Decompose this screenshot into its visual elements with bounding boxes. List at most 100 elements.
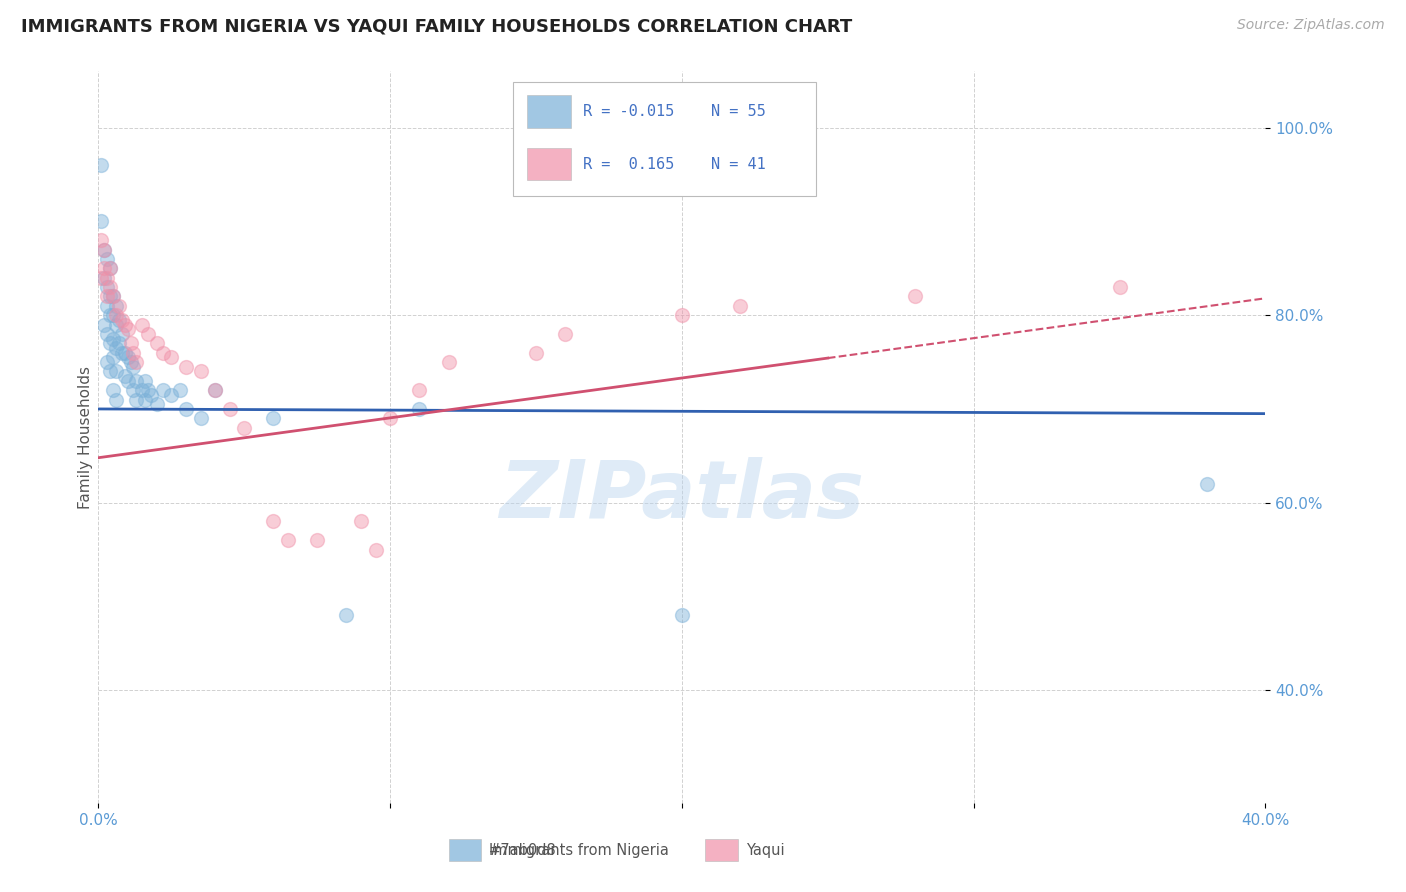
Point (146, 336, 169, 351)
Point (122, 345, 145, 359)
Point (101, 289, 124, 303)
Point (98, 261, 121, 276)
Point (96, 252, 118, 266)
Point (101, 351, 124, 365)
Text: R = -0.015: R = -0.015 (582, 104, 673, 120)
Y-axis label: Family Households: Family Households (77, 366, 93, 508)
Point (125, 374, 148, 388)
Point (335, 608, 357, 623)
Point (134, 392, 156, 407)
Point (98, 308, 121, 322)
Point (136, 383, 159, 397)
Text: IMMIGRANTS FROM NIGERIA VS YAQUI FAMILY HOUSEHOLDS CORRELATION CHART: IMMIGRANTS FROM NIGERIA VS YAQUI FAMILY … (21, 18, 852, 36)
Point (98, 364, 121, 378)
FancyBboxPatch shape (527, 95, 571, 128)
Point (204, 383, 226, 397)
Point (90, 270, 112, 285)
Text: ZIPatlas: ZIPatlas (499, 457, 865, 534)
Point (350, 515, 373, 529)
Point (174, 359, 197, 374)
Point (104, 392, 127, 407)
FancyBboxPatch shape (706, 839, 738, 862)
Point (730, 299, 752, 313)
Point (111, 345, 134, 359)
Point (437, 355, 460, 369)
Point (120, 336, 142, 351)
FancyBboxPatch shape (513, 82, 815, 195)
Point (233, 420, 256, 434)
Point (98, 261, 121, 276)
Point (190, 411, 212, 425)
Point (1108, 280, 1130, 294)
Point (174, 401, 197, 416)
Point (90, 158, 112, 172)
Point (160, 388, 183, 402)
Point (93, 261, 115, 276)
Point (1195, 477, 1218, 491)
Point (96, 355, 118, 369)
Point (136, 326, 159, 341)
Point (98, 280, 121, 294)
Point (524, 345, 547, 359)
Point (380, 411, 402, 425)
Point (114, 318, 136, 332)
Point (125, 392, 148, 407)
Point (96, 270, 118, 285)
Point (262, 515, 284, 529)
Point (218, 401, 240, 416)
Point (160, 351, 183, 365)
Point (96, 289, 118, 303)
Point (169, 383, 191, 397)
Point (101, 308, 124, 322)
Point (96, 299, 118, 313)
Point (96, 280, 118, 294)
Point (104, 364, 127, 378)
Text: R =  0.165: R = 0.165 (582, 157, 673, 172)
Point (108, 299, 131, 313)
Text: N = 55: N = 55 (711, 104, 766, 120)
Point (131, 318, 153, 332)
Point (139, 388, 162, 402)
FancyBboxPatch shape (527, 148, 571, 180)
Point (408, 401, 430, 416)
Point (101, 383, 124, 397)
Point (104, 341, 127, 355)
Point (104, 299, 127, 313)
Point (120, 355, 142, 369)
Point (152, 345, 174, 359)
Point (134, 374, 156, 388)
Point (364, 542, 387, 557)
Point (277, 533, 299, 548)
Point (131, 383, 153, 397)
Point (101, 289, 124, 303)
Point (904, 289, 927, 303)
Point (146, 397, 169, 411)
Text: Source: ZipAtlas.com: Source: ZipAtlas.com (1237, 18, 1385, 32)
Point (93, 243, 115, 257)
Point (96, 326, 118, 341)
Point (93, 270, 115, 285)
Point (111, 313, 134, 327)
Point (671, 308, 693, 322)
Point (117, 374, 139, 388)
Point (90, 233, 112, 247)
Point (117, 351, 139, 365)
Point (90, 214, 112, 228)
Point (114, 369, 136, 384)
FancyBboxPatch shape (449, 839, 481, 862)
Point (408, 383, 430, 397)
Point (104, 308, 127, 322)
Point (190, 364, 212, 378)
Text: N = 41: N = 41 (711, 157, 766, 172)
Point (111, 326, 134, 341)
Point (204, 383, 226, 397)
Point (101, 332, 124, 346)
Point (125, 355, 148, 369)
Text: Immigrants from Nigeria: Immigrants from Nigeria (489, 843, 669, 858)
Text: Yaqui: Yaqui (747, 843, 785, 858)
Point (98, 336, 121, 351)
Point (108, 313, 131, 327)
Point (114, 345, 136, 359)
Point (122, 383, 145, 397)
Point (152, 383, 174, 397)
